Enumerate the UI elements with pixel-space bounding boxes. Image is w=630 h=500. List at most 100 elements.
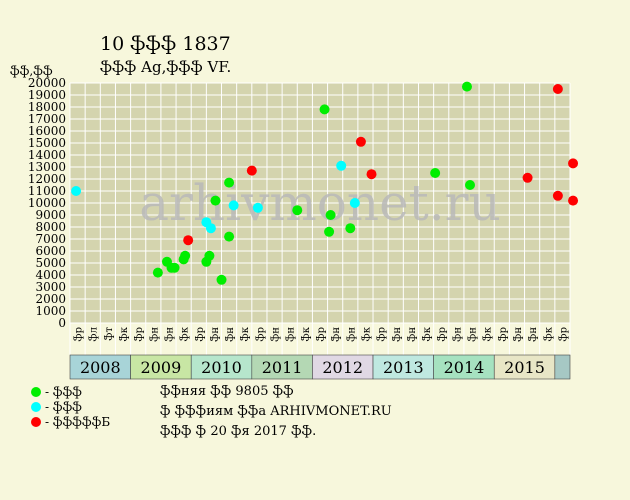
year-cell xyxy=(69,354,131,380)
y-tick-label: 20000 xyxy=(28,76,66,90)
data-point xyxy=(355,136,366,147)
data-point xyxy=(461,81,472,92)
info-line-1: ֆֆняя ֆֆ 9805 ֆֆ xyxy=(160,384,294,399)
y-tick-label: 11000 xyxy=(28,184,66,198)
x-tick-label: ֆк xyxy=(119,326,130,341)
x-tick-label: ֆк xyxy=(483,326,494,341)
x-tick-label: ֆр xyxy=(195,327,206,342)
year-label: 2008 xyxy=(80,358,121,377)
y-tick-label: 3000 xyxy=(35,280,66,294)
x-tick-label: ֆр xyxy=(134,327,145,342)
data-point xyxy=(183,235,194,246)
data-point xyxy=(552,190,563,201)
x-tick-label: ֆн xyxy=(164,327,175,342)
year-band: 2008 2009 2010 2011 2012 2013 2014 2015 xyxy=(69,354,571,380)
legend: - ֆֆֆ - ֆֆֆ - ֆֆֆֆֆБ xyxy=(31,385,110,429)
x-tick-label: ֆр xyxy=(316,327,327,342)
y-tick-label: 17000 xyxy=(28,112,66,126)
data-point xyxy=(568,195,579,206)
y-axis: 0100020003000400050006000700080009000100… xyxy=(28,76,66,330)
x-tick-label: ֆн xyxy=(452,327,463,342)
data-point xyxy=(292,205,303,216)
data-point xyxy=(319,104,330,115)
chart-subtitle: ֆֆֆ Ag,ֆֆֆ VF. xyxy=(100,58,231,76)
x-tick-label: ֆр xyxy=(498,327,509,342)
data-point xyxy=(568,158,579,169)
year-cell xyxy=(433,354,495,380)
x-tick-label: ֆн xyxy=(528,327,539,342)
x-tick-label: ֆн xyxy=(271,327,282,342)
x-tick-label: ֆк xyxy=(180,326,191,341)
y-tick-label: 7000 xyxy=(35,232,66,246)
year-cell xyxy=(251,354,313,380)
x-tick-label: ֆк xyxy=(543,326,554,341)
year-label: 2015 xyxy=(504,358,545,377)
x-tick-label: ֆн xyxy=(225,327,236,342)
data-point xyxy=(224,177,235,188)
legend-swatch-red xyxy=(31,417,41,427)
data-point xyxy=(336,160,347,171)
legend-swatch-green xyxy=(31,387,41,397)
x-tick-label: ֆр xyxy=(558,327,569,342)
year-label: 2009 xyxy=(141,358,182,377)
data-points xyxy=(71,81,579,285)
data-point xyxy=(210,195,221,206)
grid xyxy=(69,82,571,355)
x-tick-label: ֆн xyxy=(392,327,403,342)
y-axis-unit: ֆֆ,ֆֆ xyxy=(10,64,53,78)
data-point xyxy=(552,84,563,94)
year-label: 2012 xyxy=(322,358,363,377)
x-tick-label: ֆн xyxy=(331,327,342,342)
y-tick-label: 2000 xyxy=(35,292,66,306)
year-cell xyxy=(312,354,374,380)
y-tick-label: 16000 xyxy=(28,124,66,138)
data-point xyxy=(465,180,475,190)
x-tick-label: ֆр xyxy=(437,327,448,342)
x-tick-label: ֆл xyxy=(89,327,100,341)
year-label: 2014 xyxy=(444,358,485,377)
y-tick-label: 14000 xyxy=(28,148,66,162)
legend-label-cyan: - ֆֆֆ xyxy=(45,400,82,414)
data-point xyxy=(345,223,356,234)
x-axis: ֆр ֆл ֆт ֆк ֆр ֆн ֆн ֆк ֆр ֆн ֆн ֆк ֆр ֆн ֆн ֆк ֆр ֆн ֆн ֆк… xyxy=(74,326,570,342)
data-point xyxy=(216,274,227,285)
data-point xyxy=(224,231,235,242)
data-point xyxy=(430,168,441,178)
year-label: 2013 xyxy=(383,358,424,377)
chart-title: 10 ֆֆֆ 1837 xyxy=(100,33,231,55)
data-point xyxy=(152,267,163,278)
info-line-3: ֆֆֆ ֆ 20 ֆя 2017 ֆֆ. xyxy=(160,424,316,439)
y-tick-label: 10000 xyxy=(28,196,66,210)
info-line-2: ֆ ֆֆֆиям ֆֆа ARHIVMONET.RU xyxy=(160,404,392,419)
data-point xyxy=(324,226,335,237)
x-tick-label: ֆн xyxy=(346,327,357,342)
year-cell xyxy=(554,354,571,380)
year-cell xyxy=(372,354,434,380)
data-point xyxy=(522,172,533,183)
data-point xyxy=(180,250,191,261)
data-point xyxy=(228,200,239,211)
y-tick-label: 15000 xyxy=(28,136,66,150)
data-point xyxy=(71,186,82,196)
y-tick-label: 6000 xyxy=(35,244,66,258)
y-tick-label: 13000 xyxy=(28,160,66,174)
data-point xyxy=(204,250,215,261)
y-tick-label: 5000 xyxy=(35,256,66,270)
data-point xyxy=(205,223,216,234)
data-point xyxy=(252,202,263,213)
x-tick-label: ֆн xyxy=(210,327,221,342)
y-tick-label: 0 xyxy=(58,316,66,330)
x-tick-label: ֆт xyxy=(104,327,115,341)
x-tick-label: ֆк xyxy=(361,326,372,341)
y-tick-label: 4000 xyxy=(35,268,66,282)
data-point xyxy=(246,165,257,176)
y-tick-label: 8000 xyxy=(35,220,66,234)
watermark: arhivmonet.ru xyxy=(139,174,501,232)
data-point xyxy=(325,210,336,220)
y-tick-label: 9000 xyxy=(35,208,66,222)
y-tick-label: 12000 xyxy=(28,172,66,186)
y-tick-label: 19000 xyxy=(28,88,66,102)
x-tick-label: ֆн xyxy=(407,327,418,342)
x-tick-label: ֆн xyxy=(149,327,160,342)
info-text: ֆֆняя ֆֆ 9805 ֆֆ ֆ ֆֆֆиям ֆֆа ARHIVMONET… xyxy=(160,384,392,439)
